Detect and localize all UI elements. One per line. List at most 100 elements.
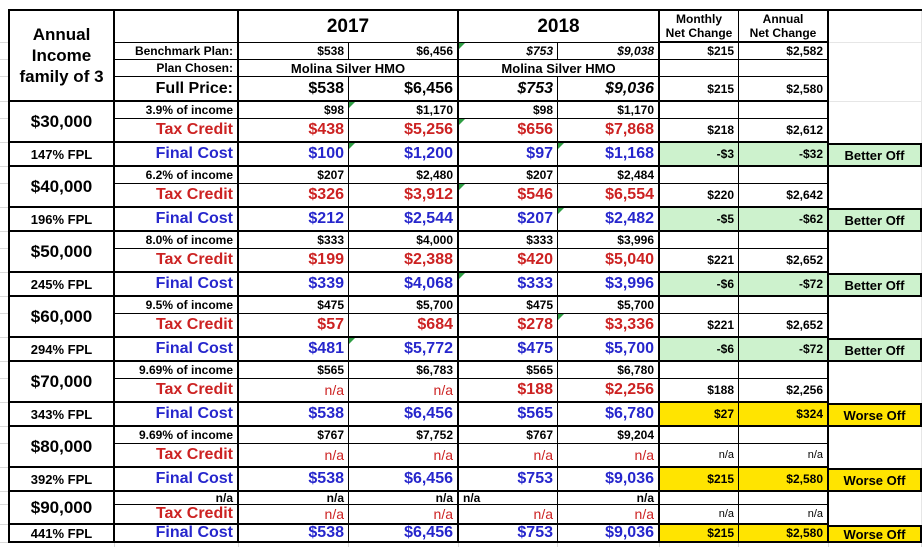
tax-2017-monthly-cell[interactable]: $326 bbox=[239, 184, 349, 208]
pct-2017-monthly-cell[interactable]: $565 bbox=[239, 362, 349, 379]
pct-2017-monthly-cell[interactable]: $207 bbox=[239, 167, 349, 184]
tax-credit-label[interactable]: Tax Credit bbox=[115, 379, 239, 403]
tax-net-annual-cell[interactable]: n/a bbox=[739, 444, 829, 468]
final-2018-annual-cell[interactable]: $1,168 bbox=[558, 143, 660, 167]
tax-2017-annual-cell[interactable]: $684 bbox=[349, 314, 459, 338]
pct-2017-monthly-cell[interactable]: $98 bbox=[239, 102, 349, 119]
final-2017-monthly-cell[interactable]: $538 bbox=[239, 403, 349, 427]
tax-credit-label[interactable]: Tax Credit bbox=[115, 249, 239, 273]
tax-net-annual-cell[interactable]: $2,652 bbox=[739, 249, 829, 273]
pct-2017-annual-cell[interactable]: $1,170 bbox=[349, 102, 459, 119]
pct-net-monthly-cell[interactable] bbox=[660, 167, 739, 184]
pct-2018-annual-cell[interactable]: n/a bbox=[558, 492, 660, 505]
year-2018-header[interactable]: 2018 bbox=[459, 11, 660, 43]
fpl-cell[interactable]: 343% FPL bbox=[10, 403, 115, 427]
benchmark-plan-label[interactable]: Benchmark Plan: bbox=[115, 43, 239, 60]
final-cost-label[interactable]: Final Cost bbox=[115, 525, 239, 543]
tax-net-annual-cell[interactable]: $2,642 bbox=[739, 184, 829, 208]
final-2018-monthly-cell[interactable]: $207 bbox=[459, 208, 558, 232]
tax-credit-label[interactable]: Tax Credit bbox=[115, 505, 239, 525]
final-net-annual-cell[interactable]: $324 bbox=[739, 403, 829, 427]
tax-2017-annual-cell[interactable]: n/a bbox=[349, 505, 459, 525]
tax-net-monthly-cell[interactable]: $218 bbox=[660, 119, 739, 143]
pct-net-annual-cell[interactable] bbox=[739, 492, 829, 505]
tax-2018-monthly-cell[interactable]: $278 bbox=[459, 314, 558, 338]
final-net-monthly-cell[interactable]: -$5 bbox=[660, 208, 739, 232]
income-cell[interactable]: $70,000 bbox=[10, 362, 115, 403]
tax-net-annual-cell[interactable]: $2,256 bbox=[739, 379, 829, 403]
final-2018-monthly-cell[interactable]: $753 bbox=[459, 525, 558, 543]
full-price-net-annual-cell[interactable]: $2,580 bbox=[739, 77, 829, 102]
empty-header-cell[interactable] bbox=[115, 11, 239, 43]
pct-net-monthly-cell[interactable] bbox=[660, 232, 739, 249]
pct-2018-monthly-cell[interactable]: $475 bbox=[459, 297, 558, 314]
final-2017-annual-cell[interactable]: $1,200 bbox=[349, 143, 459, 167]
final-2017-annual-cell[interactable]: $6,456 bbox=[349, 525, 459, 543]
pct-of-income-label[interactable]: 9.5% of income bbox=[115, 297, 239, 314]
final-2018-annual-cell[interactable]: $5,700 bbox=[558, 338, 660, 362]
final-net-annual-cell[interactable]: -$72 bbox=[739, 338, 829, 362]
final-cost-label[interactable]: Final Cost bbox=[115, 403, 239, 427]
tax-net-monthly-cell[interactable]: $221 bbox=[660, 314, 739, 338]
pct-of-income-label[interactable]: 8.0% of income bbox=[115, 232, 239, 249]
final-net-monthly-cell[interactable]: $215 bbox=[660, 468, 739, 492]
final-2018-annual-cell[interactable]: $2,482 bbox=[558, 208, 660, 232]
benchmark-2017-monthly-cell[interactable]: $538 bbox=[239, 43, 349, 60]
corner-header-cell[interactable]: Annual Income family of 3 bbox=[10, 11, 115, 102]
pct-of-income-label[interactable]: 9.69% of income bbox=[115, 362, 239, 379]
income-cell[interactable]: $80,000 bbox=[10, 427, 115, 468]
tax-2017-annual-cell[interactable]: n/a bbox=[349, 379, 459, 403]
pct-net-annual-cell[interactable] bbox=[739, 427, 829, 444]
pct-2017-annual-cell[interactable]: $2,480 bbox=[349, 167, 459, 184]
tax-2018-annual-cell[interactable]: $2,256 bbox=[558, 379, 660, 403]
full-price-2017-monthly-cell[interactable]: $538 bbox=[239, 77, 349, 102]
plan-chosen-label[interactable]: Plan Chosen: bbox=[115, 60, 239, 77]
income-cell[interactable]: $40,000 bbox=[10, 167, 115, 208]
annual-net-change-header[interactable]: Annual Net Change bbox=[739, 11, 829, 43]
full-price-net-monthly-cell[interactable]: $215 bbox=[660, 77, 739, 102]
pct-of-income-label[interactable]: n/a bbox=[115, 492, 239, 505]
pct-2017-monthly-cell[interactable]: $333 bbox=[239, 232, 349, 249]
tax-2017-annual-cell[interactable]: $5,256 bbox=[349, 119, 459, 143]
benchmark-net-monthly-cell[interactable]: $215 bbox=[660, 43, 739, 60]
status-cell[interactable]: Worse Off bbox=[829, 525, 922, 543]
tax-net-monthly-cell[interactable]: $220 bbox=[660, 184, 739, 208]
full-price-2018-annual-cell[interactable]: $9,036 bbox=[558, 77, 660, 102]
full-price-2018-monthly-cell[interactable]: $753 bbox=[459, 77, 558, 102]
final-2017-annual-cell[interactable]: $2,544 bbox=[349, 208, 459, 232]
fpl-cell[interactable]: 392% FPL bbox=[10, 468, 115, 492]
pct-2017-annual-cell[interactable]: n/a bbox=[349, 492, 459, 505]
final-2017-monthly-cell[interactable]: $538 bbox=[239, 468, 349, 492]
status-cell[interactable]: Better Off bbox=[829, 208, 922, 232]
tax-net-monthly-cell[interactable]: n/a bbox=[660, 505, 739, 525]
pct-net-annual-cell[interactable] bbox=[739, 102, 829, 119]
tax-2017-monthly-cell[interactable]: $438 bbox=[239, 119, 349, 143]
pct-2018-annual-cell[interactable]: $3,996 bbox=[558, 232, 660, 249]
benchmark-2017-annual-cell[interactable]: $6,456 bbox=[349, 43, 459, 60]
pct-2018-monthly-cell[interactable]: $333 bbox=[459, 232, 558, 249]
pct-2017-monthly-cell[interactable]: n/a bbox=[239, 492, 349, 505]
benchmark-2018-annual-cell[interactable]: $9,038 bbox=[558, 43, 660, 60]
pct-2017-annual-cell[interactable]: $5,700 bbox=[349, 297, 459, 314]
final-cost-label[interactable]: Final Cost bbox=[115, 273, 239, 297]
tax-2018-monthly-cell[interactable]: n/a bbox=[459, 444, 558, 468]
fpl-cell[interactable]: 245% FPL bbox=[10, 273, 115, 297]
pct-net-monthly-cell[interactable] bbox=[660, 102, 739, 119]
empty-cell[interactable] bbox=[739, 60, 829, 77]
full-price-label[interactable]: Full Price: bbox=[115, 77, 239, 102]
final-2018-annual-cell[interactable]: $9,036 bbox=[558, 525, 660, 543]
pct-2018-annual-cell[interactable]: $5,700 bbox=[558, 297, 660, 314]
final-cost-label[interactable]: Final Cost bbox=[115, 143, 239, 167]
tax-2017-annual-cell[interactable]: $3,912 bbox=[349, 184, 459, 208]
plan-2018-cell[interactable]: Molina Silver HMO bbox=[459, 60, 660, 77]
pct-2018-monthly-cell[interactable]: $767 bbox=[459, 427, 558, 444]
pct-2018-monthly-cell[interactable]: n/a bbox=[459, 492, 558, 505]
tax-2018-annual-cell[interactable]: $5,040 bbox=[558, 249, 660, 273]
tax-credit-label[interactable]: Tax Credit bbox=[115, 119, 239, 143]
tax-net-annual-cell[interactable]: n/a bbox=[739, 505, 829, 525]
pct-2018-annual-cell[interactable]: $9,204 bbox=[558, 427, 660, 444]
final-net-monthly-cell[interactable]: -$6 bbox=[660, 273, 739, 297]
tax-2017-annual-cell[interactable]: n/a bbox=[349, 444, 459, 468]
final-2018-monthly-cell[interactable]: $333 bbox=[459, 273, 558, 297]
pct-2018-annual-cell[interactable]: $6,780 bbox=[558, 362, 660, 379]
